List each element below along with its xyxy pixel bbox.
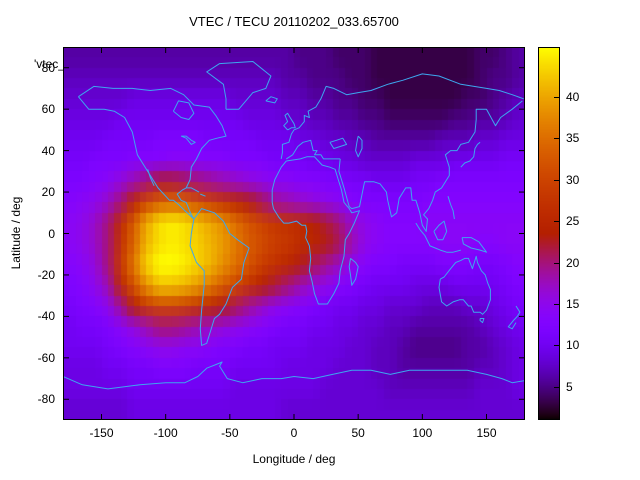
colorbar-tick-label: 40 (566, 89, 580, 104)
coastline-cuba (186, 187, 200, 193)
coastline-asia-south (338, 100, 523, 232)
coastline-hispaniola (200, 193, 206, 197)
plot-area (63, 47, 525, 420)
coastline-eurasia-north (280, 73, 524, 159)
coastline-japan (460, 141, 481, 168)
y-tick-label: -60 (37, 350, 55, 365)
colorbar-tick-label: 30 (566, 172, 580, 187)
coastline-antarctica (63, 361, 525, 390)
coastline-iceland (265, 96, 278, 104)
plot-key-label: 'vtec_ (34, 57, 65, 71)
x-tick-label: 50 (351, 426, 365, 440)
y-tick-label: 40 (41, 143, 55, 158)
coastline-borneo (433, 220, 448, 241)
colorbar-tick-mark (554, 345, 560, 347)
colorbar-tick-label: 35 (566, 131, 580, 146)
coastline-madagascar (348, 258, 359, 286)
y-tick-label: -20 (37, 267, 55, 282)
colorbar-tick-mark (554, 303, 560, 305)
colorbar-tick-mark (554, 262, 560, 264)
x-tick-label: 150 (476, 426, 497, 440)
coastline-new-guinea (461, 237, 487, 253)
vtec-heatmap-canvas (63, 47, 525, 420)
colorbar (538, 47, 560, 420)
colorbar-tick-label: 15 (566, 296, 580, 311)
y-tick-label: 20 (41, 185, 55, 200)
coastline-caspian (355, 135, 363, 158)
x-tick-label: 0 (290, 426, 298, 440)
x-tick-label: 100 (412, 426, 433, 440)
coastline-south-america (189, 208, 250, 346)
colorbar-tick-mark (554, 138, 560, 140)
coastline-hudson-bay (172, 100, 195, 120)
coastline-indonesia (415, 222, 461, 253)
x-axis-label: Longitude / deg (252, 452, 336, 466)
colorbar-tick-mark (554, 221, 560, 223)
coastline-uk (283, 112, 296, 131)
coastline-south-europe-med (286, 139, 341, 160)
colorbar-tick-mark (554, 179, 560, 181)
coastline-new-zealand (507, 305, 521, 330)
y-tick-label: 0 (48, 226, 55, 241)
colorbar-tick-label: 10 (566, 338, 580, 353)
y-tick-label: 60 (41, 102, 55, 117)
x-tick-label: -50 (221, 426, 239, 440)
x-tick-label: -100 (153, 426, 178, 440)
y-tick-label: -40 (37, 309, 55, 324)
colorbar-tick-label: 5 (566, 379, 573, 394)
x-tick-label: -150 (89, 426, 114, 440)
colorbar-tick-label: 25 (566, 214, 580, 229)
y-tick-label: -80 (37, 392, 55, 407)
colorbar-tick-label: 20 (566, 255, 580, 270)
coastline-overlay (63, 47, 525, 420)
colorbar-canvas (538, 47, 560, 420)
coastline-tasmania (479, 318, 485, 324)
coastline-philippines (447, 196, 455, 220)
coastline-australia (438, 255, 491, 315)
coastline-black-sea (329, 137, 348, 149)
y-tick-label: 80 (41, 60, 55, 75)
colorbar-tick-mark (554, 386, 560, 388)
coastline-baja (147, 169, 155, 187)
coastline-great-lakes (180, 135, 196, 145)
coastline-north-america (78, 85, 227, 220)
coastline-greenland (206, 61, 272, 110)
coastline-africa (271, 156, 360, 305)
colorbar-tick-mark (554, 96, 560, 98)
plot-title: VTEC / TECU 20110202_033.65700 (189, 14, 399, 29)
